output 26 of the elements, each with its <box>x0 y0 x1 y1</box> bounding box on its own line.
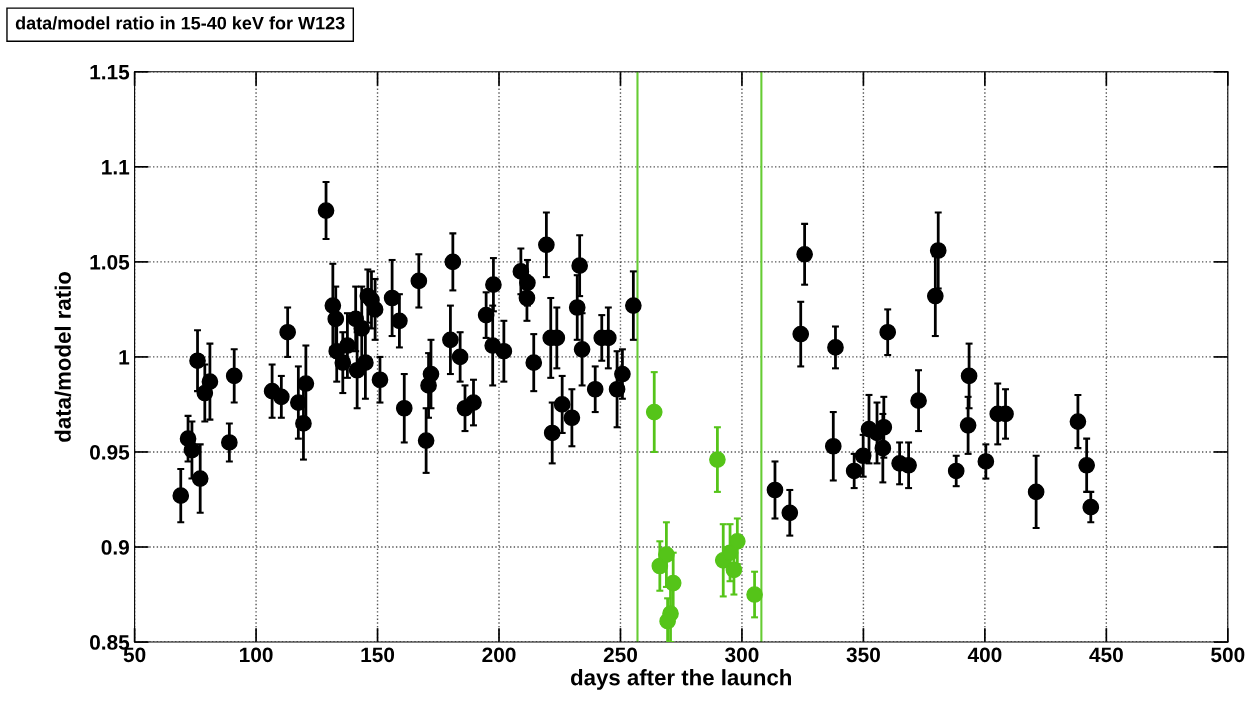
x-tick-label: 450 <box>1089 647 1123 663</box>
y-tick-label: 1.15 <box>90 65 130 80</box>
x-tick-label: 100 <box>240 647 273 663</box>
point <box>725 561 743 579</box>
point <box>664 574 682 592</box>
y-tick-label: 1.05 <box>90 254 130 270</box>
x-tick-label: 150 <box>361 647 395 663</box>
y-tick-label: 0.9 <box>101 540 129 555</box>
point <box>658 546 675 563</box>
y-tick-label: 1 <box>119 350 130 365</box>
x-axis-title: days after the launch <box>570 669 791 690</box>
point <box>645 403 663 421</box>
x-tick-label: 400 <box>967 647 1002 663</box>
point <box>721 544 739 562</box>
x-tick-label: 250 <box>603 647 637 663</box>
y-tick-label: 0.95 <box>90 444 130 460</box>
y-tick-label: 1.1 <box>102 160 130 175</box>
x-tick-label: 500 <box>1211 647 1245 663</box>
point <box>659 612 676 630</box>
point <box>709 451 726 468</box>
x-tick-label: 200 <box>482 647 516 663</box>
y-axis-title: data/model ratio <box>54 271 72 442</box>
x-tick-label: 300 <box>725 647 759 663</box>
x-tick-label: 350 <box>846 647 880 663</box>
chart-title: data/model ratio in 15-40 keV for W123 <box>15 16 345 30</box>
point <box>746 586 763 603</box>
